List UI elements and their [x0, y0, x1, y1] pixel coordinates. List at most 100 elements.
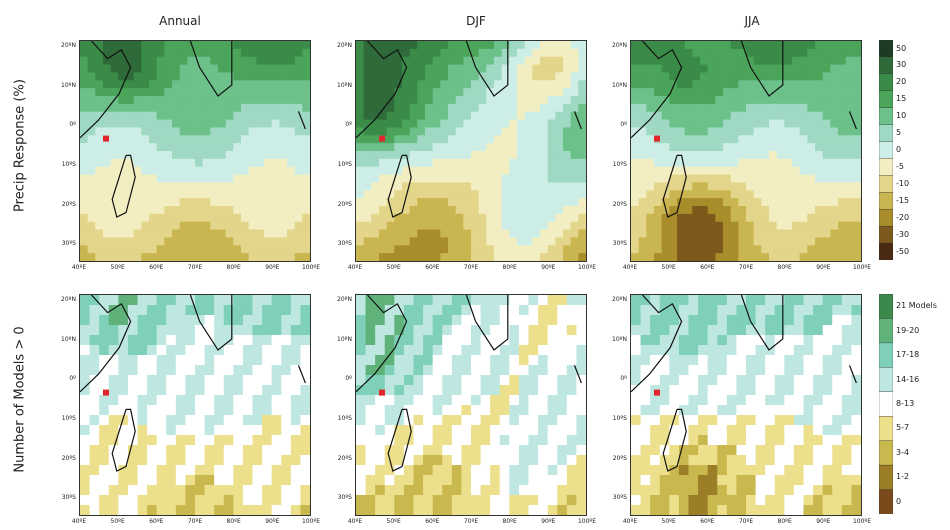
grid-cell: [363, 253, 372, 261]
grid-cell: [248, 158, 257, 168]
grid-cell: [440, 245, 449, 254]
grid-cell: [547, 345, 558, 356]
grid-cell: [688, 435, 699, 446]
grid-cell: [570, 48, 579, 58]
grid-cell: [813, 345, 824, 356]
grid-cell: [141, 166, 150, 176]
grid-cell: [300, 395, 310, 406]
grid-cell: [126, 182, 135, 191]
grid-cell: [164, 96, 173, 105]
grid-cell: [241, 151, 250, 160]
grid-cell: [141, 64, 150, 74]
grid-cell: [394, 64, 403, 74]
grid-cell: [463, 72, 472, 81]
grid-cell: [799, 182, 808, 191]
grid-cell: [248, 103, 257, 113]
grid-cell: [717, 485, 728, 496]
grid-cell: [425, 237, 434, 246]
grid-cell: [141, 237, 150, 246]
grid-cell: [761, 119, 770, 129]
grid-cell: [365, 415, 376, 426]
grid-cell: [241, 72, 250, 81]
grid-cell: [461, 335, 472, 346]
grid-cell: [89, 325, 100, 336]
grid-cell: [547, 365, 558, 376]
grid-cell: [471, 295, 482, 306]
grid-cell: [218, 237, 227, 246]
grid-cell: [302, 166, 310, 176]
grid-cell: [233, 213, 242, 223]
grid-cell: [478, 198, 487, 207]
grid-cell: [204, 375, 215, 386]
grid-cell: [386, 174, 395, 184]
grid-cell: [822, 355, 833, 366]
grid-cell: [700, 190, 709, 199]
grid-cell: [509, 41, 518, 50]
grid-cell: [813, 485, 824, 496]
grid-cell: [156, 505, 167, 515]
grid-cell: [830, 206, 839, 215]
grid-cell: [803, 485, 814, 496]
grid-cell: [799, 80, 808, 89]
grid-cell: [471, 72, 480, 81]
grid-cell: [164, 48, 173, 58]
grid-cell: [566, 445, 578, 456]
grid-cell: [141, 158, 150, 168]
colorbar-swatch: [879, 440, 893, 466]
grid-cell: [793, 405, 805, 416]
grid-cell: [233, 305, 244, 316]
grid-cell: [792, 190, 801, 199]
grid-cell: [394, 151, 403, 160]
grid-cell: [156, 119, 165, 129]
grid-cell: [838, 80, 847, 89]
grid-cell: [403, 465, 415, 476]
grid-cell: [166, 415, 177, 426]
grid-cell: [661, 213, 670, 223]
grid-cell: [547, 385, 558, 396]
grid-cell: [509, 485, 520, 496]
grid-cell: [532, 143, 541, 152]
grid-cell: [455, 127, 464, 136]
grid-cell: [394, 72, 403, 81]
grid-cell: [471, 325, 482, 336]
grid-cell: [448, 253, 457, 261]
grid-cell: [753, 127, 762, 136]
grid-cell: [717, 315, 728, 326]
grid-cell: [688, 505, 699, 515]
grid-cell: [233, 174, 242, 184]
grid-cell: [103, 198, 112, 207]
grid-cell: [803, 415, 814, 426]
grid-cell: [448, 41, 457, 50]
colorbar-label: -5: [896, 161, 904, 171]
grid-cell: [578, 56, 586, 66]
grid-cell: [95, 190, 104, 199]
grid-cell: [365, 425, 376, 436]
grid-cell: [279, 111, 288, 121]
grid-cell: [799, 213, 808, 223]
grid-cell: [755, 465, 766, 476]
grid-cell: [738, 237, 747, 246]
grid-cell: [669, 64, 678, 74]
grid-cell: [271, 495, 282, 506]
grid-cell: [363, 80, 372, 89]
grid-cell: [753, 111, 762, 121]
grid-cell: [669, 465, 680, 476]
grid-cell: [210, 143, 219, 152]
grid-cell: [669, 375, 680, 386]
grid-cell: [822, 56, 831, 66]
grid-cell: [195, 435, 206, 446]
grid-cell: [287, 151, 296, 160]
grid-cell: [302, 41, 310, 50]
grid-cell: [631, 455, 642, 466]
grid-cell: [271, 135, 280, 144]
lon-tick-label: 70ºE: [187, 264, 203, 271]
grid-cell: [736, 365, 747, 376]
grid-cell: [755, 505, 766, 515]
grid-cell: [110, 127, 119, 136]
grid-cell: [394, 475, 405, 486]
grid-cell: [555, 213, 564, 223]
grid-cell: [631, 221, 640, 231]
grid-cell: [379, 245, 388, 254]
grid-cell: [776, 48, 785, 58]
grid-cell: [432, 221, 441, 231]
